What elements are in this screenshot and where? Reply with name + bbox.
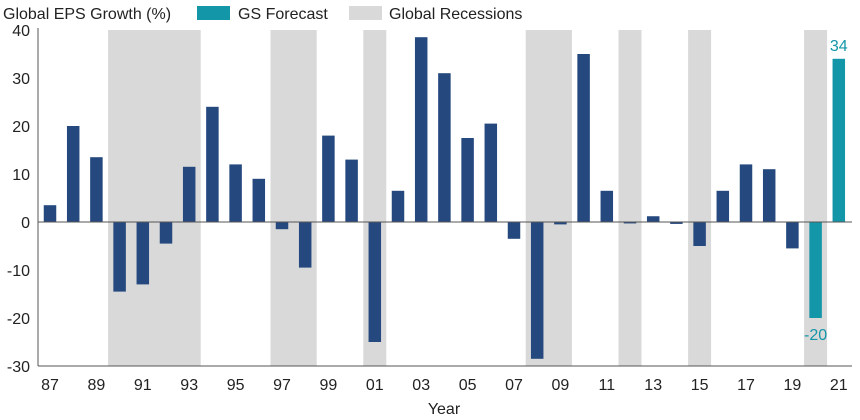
bar-00 (345, 159, 358, 222)
bar-19 (786, 222, 799, 249)
y-tick-label: -30 (7, 359, 30, 376)
bar-93 (182, 166, 196, 222)
bar-13 (646, 216, 660, 222)
bars (43, 37, 846, 359)
data-label-21: 34 (830, 38, 848, 55)
bar-10 (577, 54, 590, 222)
recession-bands (108, 30, 828, 366)
bar-02 (391, 190, 405, 222)
legend-swatch-recessions (349, 6, 382, 20)
axes: 40 30 20 10 0 -10 -20 -30 87 89 91 93 95 97 99 01 03 05 07… (7, 23, 852, 394)
x-tick-label: 01 (366, 377, 384, 394)
bar-17 (739, 164, 753, 222)
bar-12 (623, 222, 637, 224)
bar-11 (600, 190, 614, 222)
bar-05 (461, 138, 474, 222)
y-tick-label: 30 (12, 71, 30, 88)
bar-87 (43, 205, 57, 222)
x-tick-label: 05 (459, 377, 477, 394)
bar-95 (229, 164, 242, 222)
bar-06 (484, 123, 498, 222)
bar-91 (136, 222, 150, 285)
bar-14 (670, 222, 683, 224)
legend: Global EPS Growth (%) GS Forecast Global… (3, 6, 522, 23)
x-tick-label: 95 (227, 377, 245, 394)
x-tick-label: 93 (180, 377, 198, 394)
x-tick-label: 03 (412, 377, 430, 394)
x-tick-label: 19 (784, 377, 802, 394)
legend-title: Global EPS Growth (%) (3, 6, 171, 23)
bar-89 (90, 157, 103, 222)
bar-18 (762, 169, 776, 222)
y-tick-label: 40 (12, 23, 30, 40)
legend-label-recessions: Global Recessions (389, 6, 522, 23)
x-tick-label: 87 (41, 377, 59, 394)
data-labels: 34 -20 (804, 38, 848, 344)
data-label-20: -20 (804, 327, 827, 344)
x-tick-label: 17 (737, 377, 755, 394)
y-tick-label: -20 (7, 311, 30, 328)
x-tick-label: 89 (88, 377, 106, 394)
bar-21 (832, 58, 846, 222)
bar-03 (414, 37, 428, 223)
bar-16 (716, 190, 730, 222)
bar-90 (113, 222, 126, 292)
bar-99 (322, 135, 335, 222)
x-tick-label: 11 (598, 377, 615, 394)
x-tick-label: 97 (273, 377, 291, 394)
y-tick-label: 10 (12, 167, 30, 184)
bar-09 (554, 222, 567, 225)
bar-08 (530, 222, 544, 359)
bar-98 (298, 222, 312, 268)
bar-01 (368, 222, 382, 342)
bar-94 (206, 106, 219, 222)
x-axis-title: Year (428, 401, 461, 418)
recession-band-12-12 (618, 30, 642, 366)
x-tick-label: 15 (691, 377, 709, 394)
x-tick-label: 21 (830, 377, 848, 394)
bar-92 (159, 222, 173, 244)
bar-07 (507, 222, 521, 239)
recession-band-97-98 (270, 30, 317, 366)
legend-swatch-forecast (197, 6, 230, 20)
y-tick-label: 20 (12, 119, 30, 136)
bar-20 (809, 222, 822, 318)
x-tick-label: 07 (505, 377, 523, 394)
bar-88 (66, 126, 80, 222)
y-tick-label: 0 (21, 215, 30, 232)
legend-label-forecast: GS Forecast (238, 6, 328, 23)
x-tick-label: 99 (320, 377, 338, 394)
bar-04 (438, 73, 451, 222)
x-tick-label: 13 (644, 377, 662, 394)
x-tick-label: 91 (134, 377, 152, 394)
bar-15 (693, 222, 706, 246)
x-tick-label: 09 (552, 377, 570, 394)
recession-band-15-15 (688, 30, 712, 366)
bar-97 (275, 222, 289, 230)
y-tick-label: -10 (7, 263, 30, 280)
bar-96 (252, 178, 266, 222)
